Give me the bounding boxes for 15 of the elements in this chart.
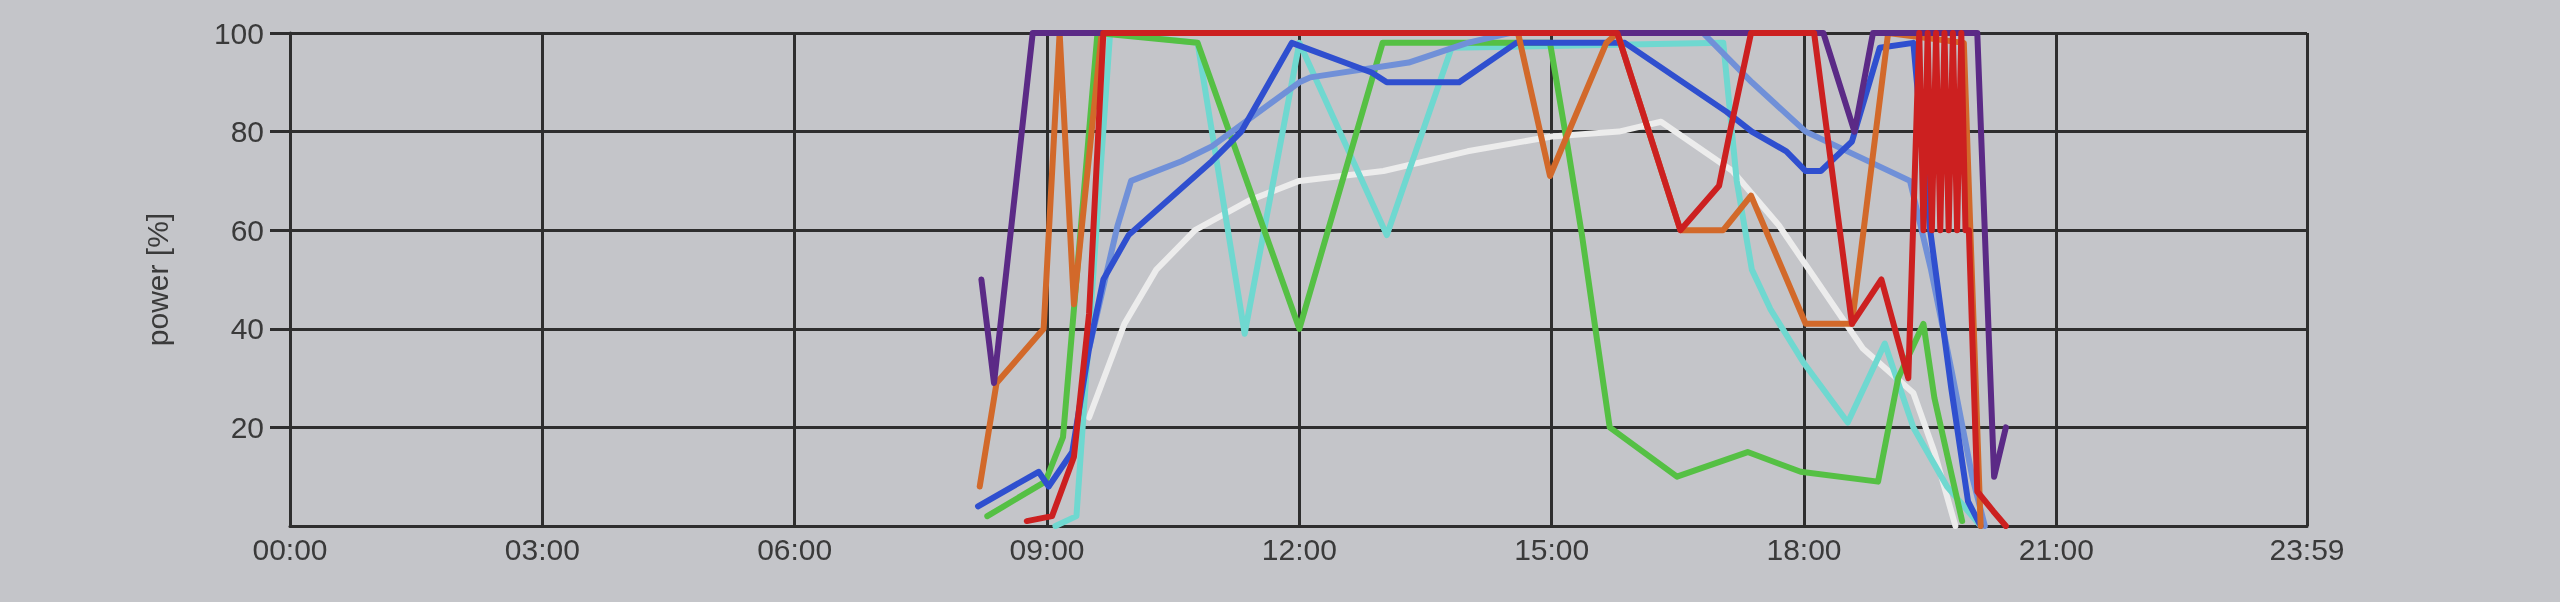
x-tick-label: 03:00 xyxy=(504,532,580,566)
x-tick-label: 21:00 xyxy=(2018,532,2094,566)
y-axis-title: power [%] xyxy=(140,212,174,347)
x-tick-label: 15:00 xyxy=(1514,532,1590,566)
x-tick-label: 23:59 xyxy=(2269,532,2345,566)
y-tick-label: 20 xyxy=(230,410,264,444)
y-tick-label: 40 xyxy=(230,312,264,346)
x-tick-label: 09:00 xyxy=(1009,532,1085,566)
y-tick-label: 60 xyxy=(230,213,264,247)
y-tick-label: 100 xyxy=(213,16,264,50)
x-tick-label: 06:00 xyxy=(757,532,833,566)
y-tick-label: 80 xyxy=(230,115,264,149)
x-tick-label: 00:00 xyxy=(252,532,328,566)
x-tick-label: 12:00 xyxy=(1261,532,1337,566)
x-tick-label: 18:00 xyxy=(1766,532,1842,566)
